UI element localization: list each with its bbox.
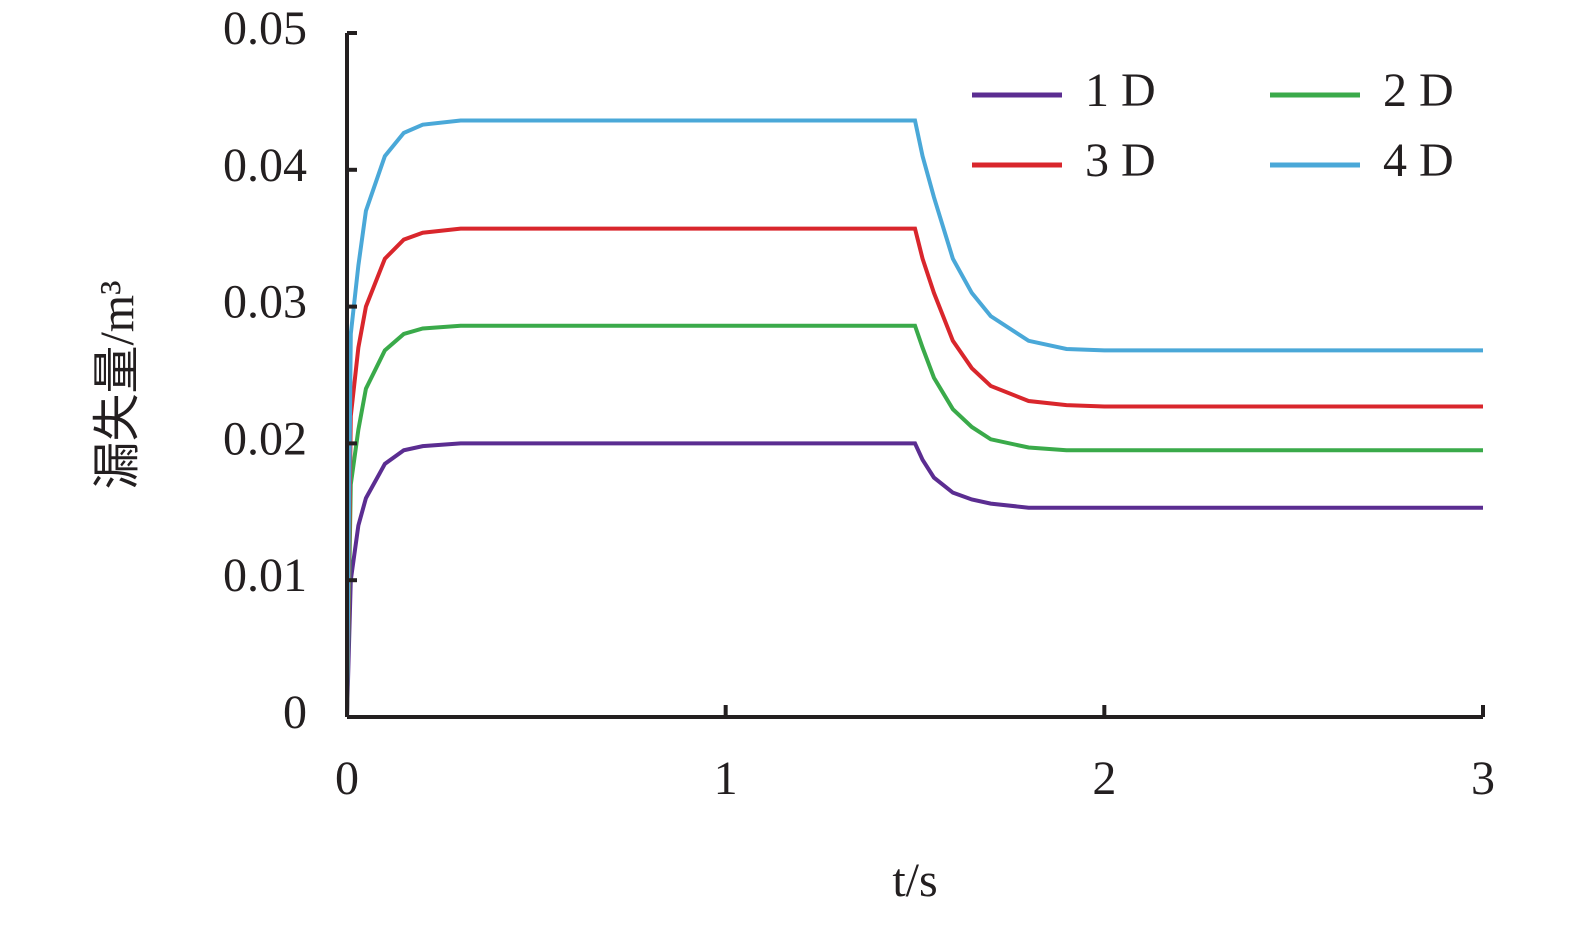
series-line [345, 226, 1483, 718]
legend-label: 4 D [1383, 134, 1454, 187]
legend-label: 2 D [1383, 64, 1454, 117]
x-axis-label: t/s [892, 854, 937, 907]
y-tick-label: 0.02 [223, 412, 307, 465]
x-tick-label: 0 [335, 752, 359, 805]
y-tick-label: 0.03 [223, 276, 307, 329]
y-tick-label: 0 [283, 686, 307, 739]
series-line [345, 441, 1483, 718]
legend-label: 3 D [1085, 134, 1156, 187]
y-tick-label: 0.04 [223, 139, 307, 192]
series-line [345, 118, 1483, 718]
legend-label: 1 D [1085, 64, 1156, 117]
y-tick-label: 0.01 [223, 549, 307, 602]
series-line [345, 323, 1483, 718]
x-tick-label: 3 [1471, 752, 1495, 805]
x-tick-label: 2 [1092, 752, 1116, 805]
y-axis-label: 漏失量/m³ [91, 280, 144, 489]
y-tick-label: 0.05 [223, 2, 307, 55]
x-tick-label: 1 [714, 752, 738, 805]
